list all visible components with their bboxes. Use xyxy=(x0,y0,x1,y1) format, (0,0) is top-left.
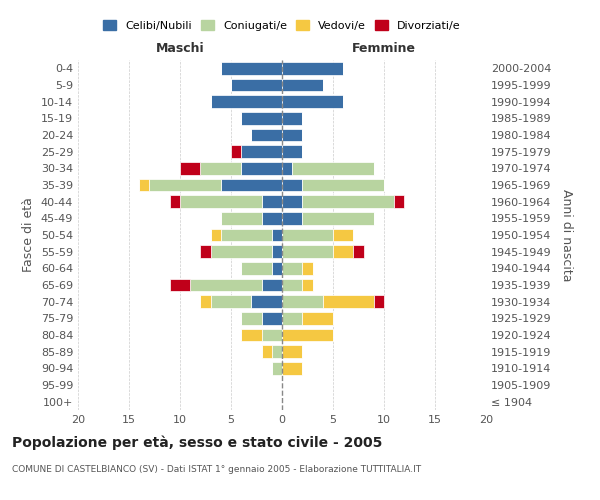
Bar xyxy=(394,196,404,208)
Bar xyxy=(302,179,384,192)
Bar xyxy=(282,112,302,124)
Text: Femmine: Femmine xyxy=(352,42,416,55)
Bar xyxy=(282,312,302,324)
Bar xyxy=(221,229,272,241)
Bar xyxy=(170,279,190,291)
Bar xyxy=(282,262,302,274)
Bar xyxy=(302,212,374,224)
Bar xyxy=(221,179,282,192)
Bar xyxy=(241,162,282,174)
Bar xyxy=(282,296,323,308)
Bar xyxy=(241,112,282,124)
Bar xyxy=(262,329,282,341)
Bar xyxy=(353,246,364,258)
Bar xyxy=(282,62,343,74)
Bar xyxy=(170,196,180,208)
Bar xyxy=(282,179,302,192)
Bar xyxy=(149,179,221,192)
Bar xyxy=(302,279,313,291)
Bar xyxy=(282,279,302,291)
Bar xyxy=(251,129,282,141)
Legend: Celibi/Nubili, Coniugati/e, Vedovi/e, Divorziati/e: Celibi/Nubili, Coniugati/e, Vedovi/e, Di… xyxy=(100,16,464,34)
Bar xyxy=(282,362,302,374)
Bar xyxy=(333,229,353,241)
Bar xyxy=(272,229,282,241)
Bar xyxy=(241,146,282,158)
Bar xyxy=(180,162,200,174)
Y-axis label: Fasce di età: Fasce di età xyxy=(22,198,35,272)
Bar xyxy=(282,146,302,158)
Bar xyxy=(282,229,333,241)
Bar xyxy=(323,296,374,308)
Bar xyxy=(262,346,272,358)
Bar xyxy=(221,212,262,224)
Text: COMUNE DI CASTELBIANCO (SV) - Dati ISTAT 1° gennaio 2005 - Elaborazione TUTTITAL: COMUNE DI CASTELBIANCO (SV) - Dati ISTAT… xyxy=(12,465,421,474)
Bar xyxy=(211,296,251,308)
Bar xyxy=(282,196,302,208)
Bar xyxy=(251,296,282,308)
Bar xyxy=(302,312,333,324)
Bar xyxy=(221,62,282,74)
Bar xyxy=(180,196,262,208)
Bar xyxy=(262,279,282,291)
Bar xyxy=(241,262,272,274)
Bar xyxy=(272,246,282,258)
Bar xyxy=(282,162,292,174)
Bar xyxy=(139,179,149,192)
Bar xyxy=(272,262,282,274)
Bar xyxy=(241,329,262,341)
Bar xyxy=(282,79,323,92)
Y-axis label: Anni di nascita: Anni di nascita xyxy=(560,188,573,281)
Bar xyxy=(282,96,343,108)
Bar xyxy=(211,96,282,108)
Bar xyxy=(302,196,394,208)
Bar xyxy=(282,329,333,341)
Bar xyxy=(200,162,241,174)
Bar xyxy=(282,346,302,358)
Bar xyxy=(211,246,272,258)
Text: Popolazione per età, sesso e stato civile - 2005: Popolazione per età, sesso e stato civil… xyxy=(12,435,382,450)
Bar xyxy=(374,296,384,308)
Bar xyxy=(272,362,282,374)
Bar xyxy=(292,162,374,174)
Bar xyxy=(190,279,262,291)
Bar xyxy=(282,212,302,224)
Bar xyxy=(200,246,211,258)
Bar xyxy=(231,146,241,158)
Bar xyxy=(262,312,282,324)
Bar xyxy=(231,79,282,92)
Bar xyxy=(241,312,262,324)
Bar xyxy=(282,129,302,141)
Text: Maschi: Maschi xyxy=(155,42,205,55)
Bar xyxy=(211,229,221,241)
Bar xyxy=(262,212,282,224)
Bar xyxy=(262,196,282,208)
Bar xyxy=(200,296,211,308)
Bar xyxy=(333,246,353,258)
Bar xyxy=(302,262,313,274)
Bar xyxy=(272,346,282,358)
Bar xyxy=(282,246,333,258)
